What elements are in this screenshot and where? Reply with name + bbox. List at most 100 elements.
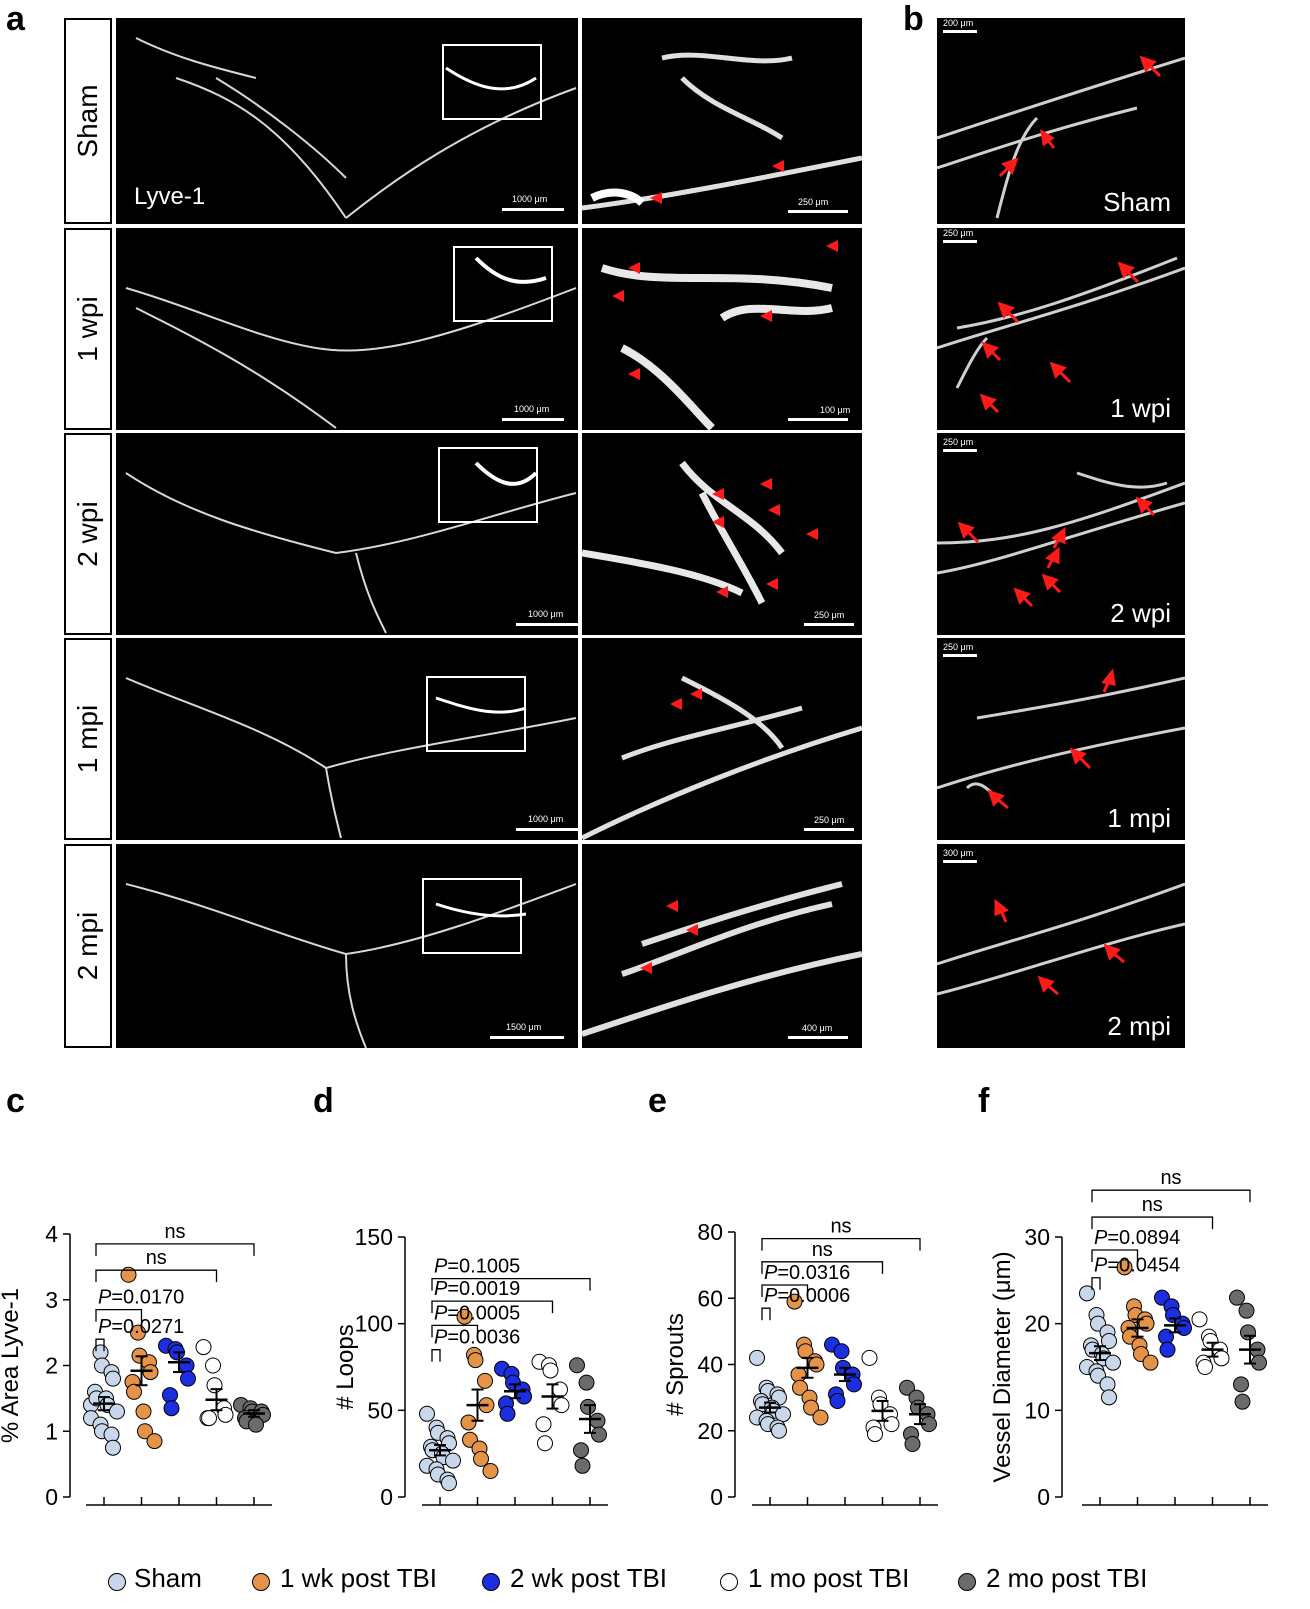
row-label-1wpi: 1 wpi xyxy=(64,228,112,430)
arrow xyxy=(994,898,1009,923)
data-point xyxy=(142,1364,159,1381)
chart-d: 0 50 100 150 # Loops P=0.0036 P=0.0005P=0.0019… xyxy=(332,1224,608,1510)
legend-swatch-1wk xyxy=(252,1573,270,1591)
panel-b-image-1wpi: 250 μm 1 wpi xyxy=(937,228,1185,430)
significance-label: P=0.0271 xyxy=(98,1316,184,1338)
arrow xyxy=(998,157,1019,178)
arrow xyxy=(987,789,1009,810)
data-point xyxy=(137,1423,153,1440)
significance-bracket xyxy=(1091,1189,1251,1203)
significance-bracket xyxy=(1091,1216,1214,1230)
inset-box xyxy=(453,246,553,322)
y-tick-label: 0 xyxy=(380,1484,393,1510)
chart-c: 0 1 2 3 4 % Area Lyve-1 P=0.0271 P=0.0170 ns ns xyxy=(0,1221,272,1510)
arrow xyxy=(979,393,1000,414)
timepoint-label: Sham xyxy=(1103,187,1171,217)
scalebar xyxy=(788,1036,848,1039)
scalebar-label: 250 μm xyxy=(943,228,974,238)
arrow xyxy=(1117,261,1140,284)
data-point xyxy=(537,1435,553,1452)
data-point xyxy=(867,1426,883,1443)
data-point xyxy=(1159,1341,1176,1358)
arrow xyxy=(997,301,1020,324)
y-tick-label: 4 xyxy=(45,1221,58,1247)
scalebar xyxy=(943,30,977,33)
panel-b-image-2mpi: 300 μm 2 mpi xyxy=(937,844,1185,1048)
inset-box xyxy=(442,44,542,120)
data-point xyxy=(1197,1359,1213,1375)
y-tick-label: 2 xyxy=(45,1353,58,1379)
data-point xyxy=(846,1376,862,1393)
data-point xyxy=(1213,1350,1230,1367)
y-tick-label: 1 xyxy=(45,1418,58,1444)
timepoint-label: 1 mpi xyxy=(1107,803,1171,833)
significance-label: P=0.1005 xyxy=(434,1256,520,1278)
data-point xyxy=(1101,1389,1117,1406)
significance-label: ns xyxy=(1142,1194,1163,1216)
data-point xyxy=(162,1387,178,1404)
significance-label: P=0.0454 xyxy=(1094,1255,1180,1277)
legend-label-sham: Sham xyxy=(134,1563,202,1593)
legend-label-2wk: 2 wk post TBI xyxy=(510,1563,668,1593)
significance-bracket xyxy=(95,1308,143,1322)
data-point xyxy=(808,1356,825,1373)
y-tick-label: 60 xyxy=(697,1285,723,1311)
y-tick-label: 0 xyxy=(1037,1484,1050,1510)
data-point xyxy=(92,1344,109,1361)
y-tick-label: 20 xyxy=(1024,1311,1050,1337)
significance-bracket xyxy=(761,1307,771,1321)
data-point xyxy=(201,1410,217,1427)
data-point xyxy=(467,1352,484,1369)
data-point xyxy=(460,1414,477,1431)
significance-bracket xyxy=(95,1243,255,1256)
data-point xyxy=(178,1357,195,1374)
y-tick-label: 30 xyxy=(1024,1224,1050,1250)
data-point xyxy=(749,1349,765,1366)
zoom-image-1wpi: 100 μm xyxy=(582,228,862,430)
y-tick-label: 0 xyxy=(45,1484,58,1510)
y-tick-label: 80 xyxy=(697,1219,723,1245)
arrowhead xyxy=(826,240,838,252)
significance-label: ns xyxy=(830,1216,851,1238)
data-point xyxy=(103,1426,120,1443)
data-point xyxy=(589,1412,606,1429)
zoom-image-1mpi: 250 μm xyxy=(582,638,862,840)
data-point xyxy=(135,1403,152,1420)
data-point xyxy=(105,1439,121,1456)
data-point xyxy=(578,1374,595,1391)
y-axis-label: # Sprouts xyxy=(662,1313,689,1416)
arrow xyxy=(1013,587,1034,608)
data-point xyxy=(105,1370,121,1387)
row-label-2wpi: 2 wpi xyxy=(64,433,112,635)
significance-label: ns xyxy=(146,1247,167,1269)
overview-image-sham: Lyve-1 1000 μm xyxy=(116,18,578,224)
data-point xyxy=(542,1362,559,1379)
panel-label-e: e xyxy=(648,1082,667,1120)
data-point xyxy=(146,1433,163,1450)
scalebar-label: 1000 μm xyxy=(512,194,548,204)
data-point xyxy=(109,1403,125,1420)
data-point xyxy=(803,1399,819,1416)
significance-bracket xyxy=(431,1324,479,1338)
data-point xyxy=(771,1422,787,1439)
scalebar-label: 1500 μm xyxy=(506,1022,542,1032)
significance-label: P=0.0316 xyxy=(764,1262,850,1284)
data-point xyxy=(1240,1324,1256,1341)
data-point xyxy=(482,1463,499,1479)
significance-bracket xyxy=(95,1338,105,1352)
significance-bracket xyxy=(761,1237,921,1251)
legend-swatch-sham xyxy=(108,1573,126,1591)
scalebar xyxy=(788,418,848,421)
significance-label: P=0.0006 xyxy=(764,1285,850,1307)
data-point xyxy=(1105,1354,1121,1371)
data-point xyxy=(126,1383,142,1400)
zoom-image-2mpi: 400 μm xyxy=(582,844,862,1048)
data-point xyxy=(1142,1354,1159,1371)
arrow xyxy=(1135,496,1156,517)
data-point xyxy=(573,1442,589,1459)
significance-bracket xyxy=(1091,1277,1101,1290)
data-point xyxy=(553,1397,570,1414)
scalebar xyxy=(804,623,854,626)
overview-image-1mpi: 1000 μm xyxy=(116,638,578,840)
arrow xyxy=(1069,747,1092,770)
